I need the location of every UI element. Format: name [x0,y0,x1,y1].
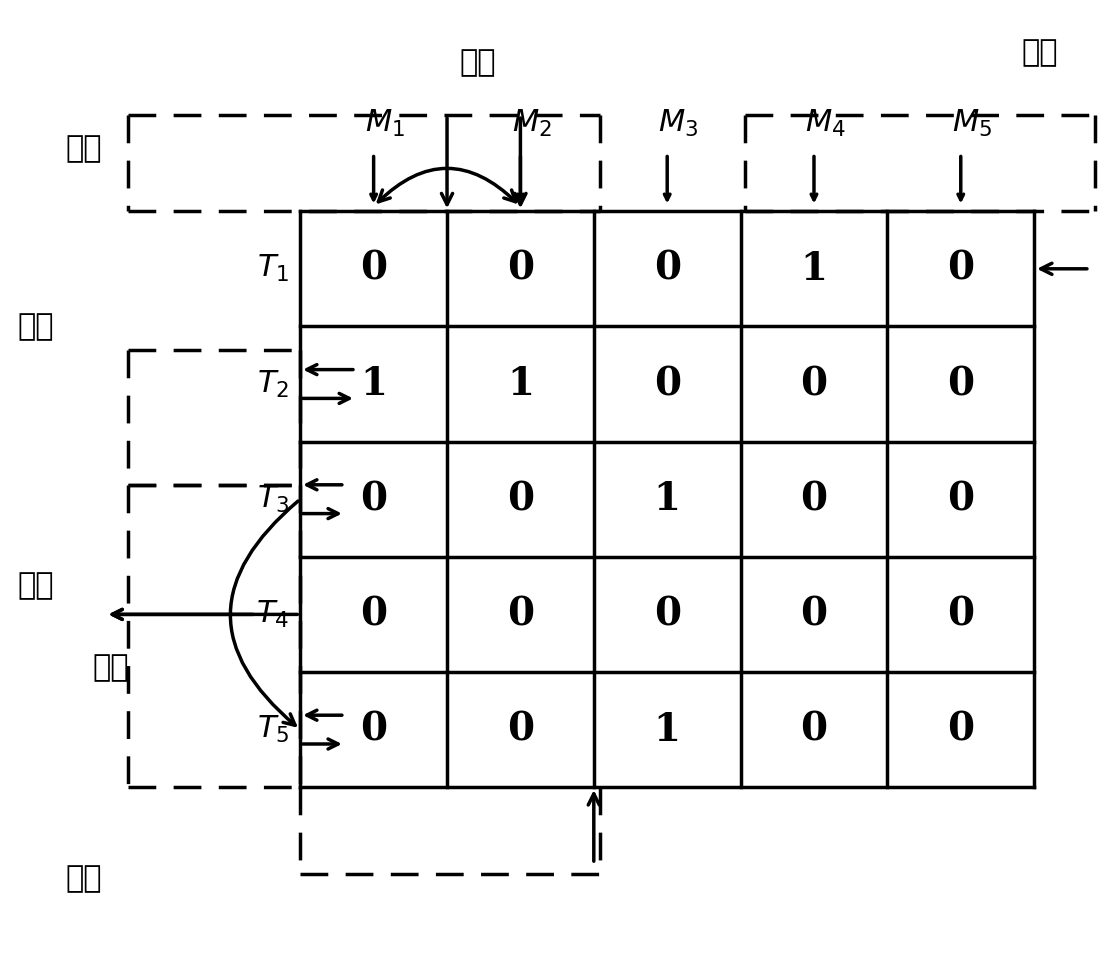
Text: 0: 0 [947,710,974,749]
Text: 0: 0 [947,365,974,403]
Text: 父群: 父群 [18,312,53,341]
Text: 0: 0 [947,595,974,634]
Text: 跟踪: 跟踪 [1022,38,1058,67]
Text: 1: 1 [801,250,827,288]
Text: 1: 1 [360,365,387,403]
Text: 0: 0 [801,480,827,518]
Text: $M_5$: $M_5$ [952,108,992,139]
Text: 0: 0 [360,710,387,749]
Text: $M_1$: $M_1$ [365,108,405,139]
Text: $M_2$: $M_2$ [512,108,552,139]
Text: $M_4$: $M_4$ [805,108,845,139]
Text: 0: 0 [507,595,534,634]
Text: 退出: 退出 [93,653,129,682]
Text: 0: 0 [801,365,827,403]
Text: 0: 0 [507,710,534,749]
Text: 0: 0 [507,480,534,518]
Text: 父群: 父群 [18,571,53,600]
Text: 0: 0 [360,595,387,634]
Text: 0: 0 [947,250,974,288]
Text: 1: 1 [654,480,681,518]
Text: 0: 0 [507,250,534,288]
Text: $T_5$: $T_5$ [257,714,289,745]
Text: 合并: 合并 [66,864,101,893]
Text: 0: 0 [801,595,827,634]
Text: 分裂: 分裂 [66,134,101,163]
Text: 0: 0 [801,710,827,749]
Text: $T_2$: $T_2$ [257,369,289,399]
Text: 0: 0 [360,250,387,288]
Text: 0: 0 [654,365,681,403]
Text: 0: 0 [654,595,681,634]
Text: $T_4$: $T_4$ [256,599,289,630]
Text: 0: 0 [360,480,387,518]
Text: 0: 0 [654,250,681,288]
Text: 0: 0 [947,480,974,518]
Text: 1: 1 [507,365,534,403]
Text: $M_3$: $M_3$ [658,108,698,139]
Text: $T_3$: $T_3$ [257,484,289,515]
Text: $T_1$: $T_1$ [257,253,289,284]
Text: 兄群: 兄群 [460,48,496,77]
Text: 1: 1 [654,710,681,749]
